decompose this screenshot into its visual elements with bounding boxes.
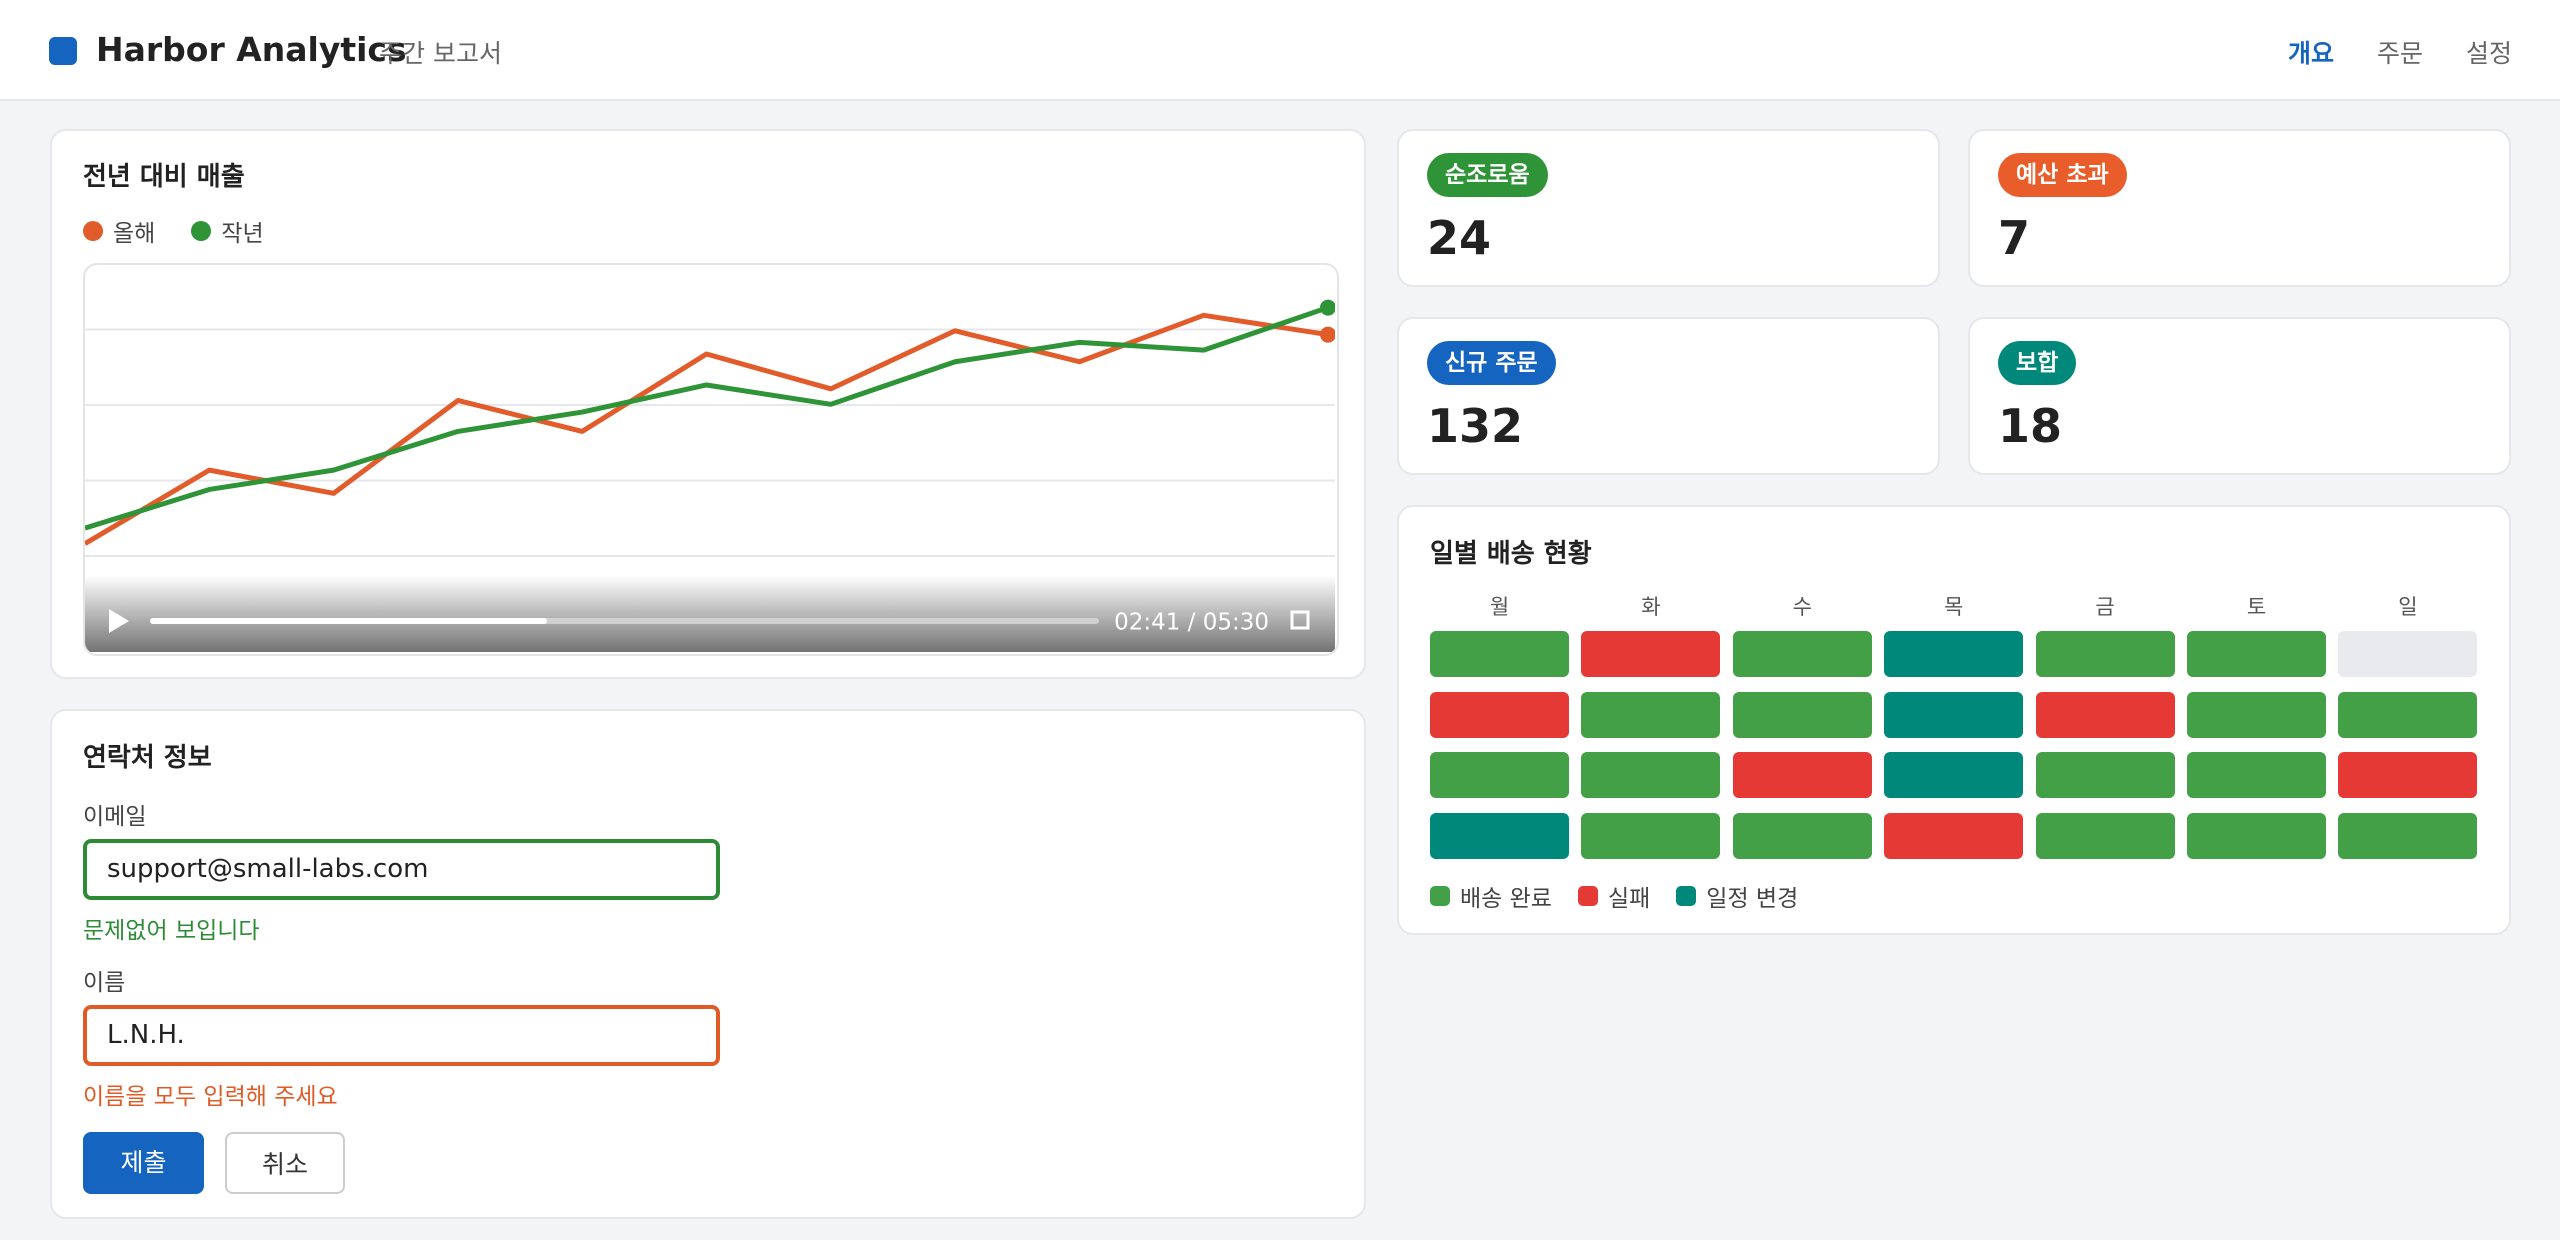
legend-label: 올해 — [113, 221, 156, 247]
card-title: 전년 대비 매출 — [83, 162, 245, 192]
legend-swatch — [1430, 886, 1450, 906]
progress-fill — [150, 618, 547, 624]
brand: Harbor Analytics — [96, 30, 407, 69]
nav-link[interactable]: 주문 — [2377, 39, 2424, 68]
kpi-card: 순조로움 24 — [1397, 129, 1940, 287]
status-badge: 순조로움 — [1427, 153, 1548, 197]
status-cell — [2338, 691, 2478, 738]
status-cell — [1884, 812, 2024, 859]
legend-item: 작년 — [191, 214, 264, 248]
name-input[interactable]: L.N.H. — [83, 1005, 720, 1066]
fullscreen-button[interactable] — [1290, 610, 1310, 630]
status-cell — [2035, 812, 2175, 859]
status-cell — [2187, 812, 2326, 859]
subtitle: 주간 보고서 — [379, 39, 502, 68]
data-line — [85, 312, 1329, 546]
video-player: 02:41 / 05:30 — [83, 263, 1339, 656]
status-cell — [2035, 691, 2175, 738]
sales-card: 전년 대비 매출 올해 작년 02:41 / 05:30 — [50, 129, 1366, 679]
day-label: 월 — [1489, 595, 1510, 619]
logo-icon — [49, 37, 77, 65]
status-cell — [2187, 691, 2326, 738]
play-button[interactable] — [109, 609, 129, 633]
controls-bg — [85, 575, 1335, 652]
line-chart: 02:41 / 05:30 — [85, 299, 1335, 652]
status-cell — [2035, 631, 2175, 677]
status-badge: 보합 — [1998, 341, 2077, 385]
delivery-card: 일별 배송 현황 월 화 수 목 금 토 일 배송 완료 실패 일정 변경 — [1397, 505, 2511, 935]
day-label: 수 — [1792, 595, 1812, 619]
day-label: 금 — [2095, 595, 2115, 619]
kpi-value: 18 — [1998, 399, 2063, 453]
status-cell — [2035, 752, 2175, 798]
legend-item: 배송 완료 — [1430, 879, 1552, 913]
video-time: 02:41 / 05:30 — [1114, 610, 1269, 636]
legend-item: 올해 — [83, 214, 155, 248]
field-label: 이메일 — [83, 804, 147, 830]
kpi-card: 예산 초과 7 — [1968, 129, 2511, 287]
status-cell — [2338, 812, 2478, 859]
field-label: 이름 — [83, 970, 126, 996]
kpi-card: 신규 주문 132 — [1397, 317, 1940, 475]
kpi-card: 보합 18 — [1968, 317, 2511, 475]
cancel-button[interactable]: 취소 — [225, 1132, 345, 1194]
status-cell — [2338, 631, 2478, 677]
submit-button[interactable]: 제출 — [83, 1132, 204, 1194]
legend-swatch — [83, 221, 103, 241]
legend-label: 실패 — [1607, 886, 1651, 912]
status-cell — [1732, 631, 1872, 677]
day-label: 화 — [1641, 595, 1661, 619]
status-cell — [1430, 752, 1569, 798]
status-cell — [2338, 752, 2478, 798]
legend-swatch — [191, 221, 212, 241]
data-line — [85, 305, 1329, 531]
header: Harbor Analytics 주간 보고서 개요 주문 설정 — [0, 0, 2560, 101]
legend-swatch — [1676, 886, 1697, 906]
nav-link[interactable]: 개요 — [2288, 39, 2335, 68]
status-cell — [1884, 752, 2024, 798]
status-cell — [1430, 812, 1569, 859]
field-message: 문제없어 보입니다 — [83, 918, 260, 944]
status-cell — [1884, 691, 2024, 738]
legend: 올해 작년 — [83, 214, 264, 248]
status-cell — [1581, 691, 1721, 738]
kpi-value: 132 — [1427, 399, 1524, 453]
status-cell — [1884, 631, 2024, 677]
status-cell — [2187, 631, 2326, 677]
status-cell — [1732, 812, 1872, 859]
end-dot — [1320, 326, 1335, 343]
contact-card: 연락처 정보 이메일 support@small-labs.com 문제없어 보… — [50, 709, 1366, 1219]
kpi-value: 24 — [1427, 211, 1492, 265]
legend-item: 일정 변경 — [1676, 879, 1798, 913]
legend-label: 일정 변경 — [1706, 886, 1799, 912]
email-input[interactable]: support@small-labs.com — [83, 839, 720, 900]
legend: 배송 완료 실패 일정 변경 — [1430, 879, 1798, 913]
legend-label: 배송 완료 — [1460, 886, 1552, 912]
status-cell — [2187, 752, 2326, 798]
legend-swatch — [1577, 886, 1598, 906]
day-label: 토 — [2246, 595, 2267, 619]
nav-link[interactable]: 설정 — [2466, 39, 2513, 68]
status-badge: 예산 초과 — [1998, 153, 2127, 197]
status-cell — [1732, 752, 1872, 798]
status-badge: 신규 주문 — [1427, 341, 1556, 385]
end-dot — [1320, 299, 1335, 316]
day-label: 목 — [1944, 595, 1964, 619]
card-title: 연락처 정보 — [83, 743, 212, 773]
status-cell — [1732, 691, 1872, 738]
status-cell — [1430, 691, 1569, 738]
legend-label: 작년 — [221, 221, 264, 247]
legend-item: 실패 — [1577, 879, 1651, 913]
status-cell — [1581, 812, 1721, 859]
day-label: 일 — [2398, 595, 2418, 619]
field-message: 이름을 모두 입력해 주세요 — [83, 1084, 338, 1110]
card-title: 일별 배송 현황 — [1430, 539, 1592, 569]
kpi-value: 7 — [1998, 211, 2031, 265]
status-cell — [1581, 631, 1721, 677]
status-cell — [1581, 752, 1721, 798]
status-cell — [1430, 631, 1569, 677]
